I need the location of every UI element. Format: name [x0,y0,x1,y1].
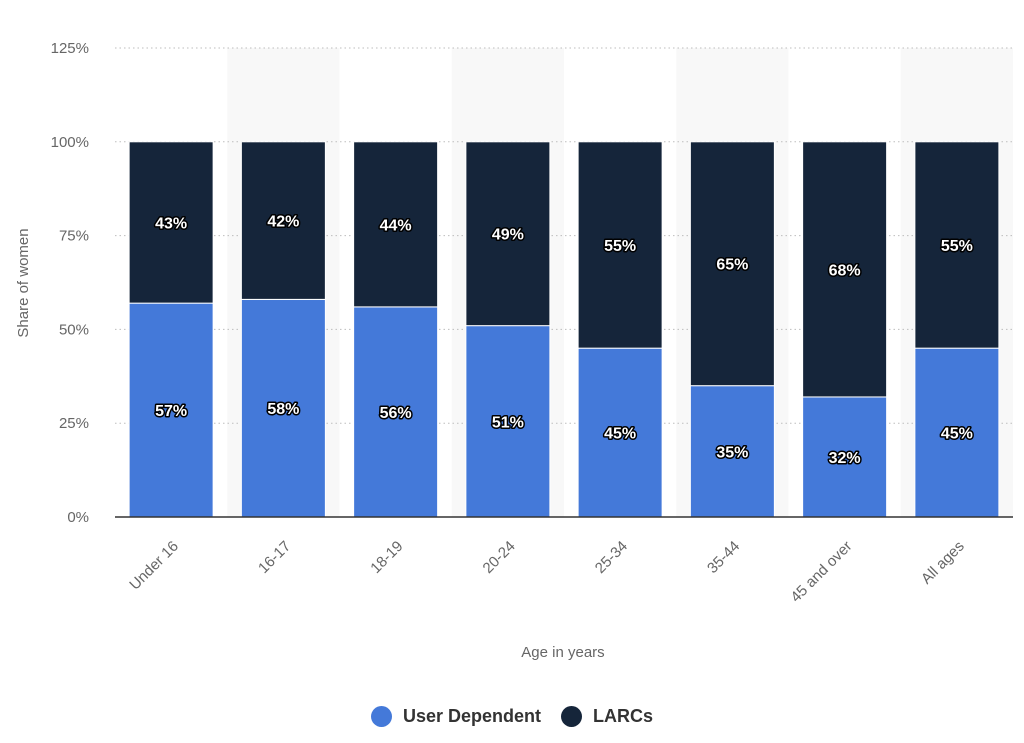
y-tick-label: 100% [51,134,89,151]
legend: User Dependent LARCs [0,702,1024,730]
data-label: 35% [716,444,748,461]
y-tick-label: 0% [67,509,89,526]
y-tick-label: 25% [59,415,89,432]
bar-larcs[interactable] [240,141,326,300]
x-axis-title: Age in years [521,644,604,661]
y-axis-title: Share of women [15,228,32,337]
bar-user-dependent[interactable] [353,306,439,518]
bar-larcs[interactable] [465,141,551,327]
bar-user-dependent[interactable] [128,302,214,518]
data-label: 49% [492,227,524,244]
x-category-label: 18-19 [367,538,406,577]
x-category-label: Under 16 [126,538,182,594]
data-label: 58% [267,401,299,418]
bars: 57% 43% 58% 42% 56% 44% 51% 49% 45% 55% 35% 65% 32% 6… [128,141,1000,518]
data-label: 43% [155,215,187,232]
data-label: 55% [604,238,636,255]
data-label: 68% [829,262,861,279]
legend-item-user-dependent[interactable]: User Dependent [370,705,542,727]
x-axis-categories: Under 16 16-17 18-19 20-24 25-34 35-44 45 and … [126,538,967,606]
bar-larcs[interactable] [128,141,214,304]
data-label: 44% [380,217,412,234]
data-label: 56% [380,405,412,422]
bar-user-dependent[interactable] [689,385,775,518]
bar-larcs[interactable] [689,141,775,387]
stacked-bar-chart: 0% 25% 50% 75% 100% 125% 57% 43% 58% 42% 56% 44% 51… [15,40,1013,661]
data-label: 42% [267,214,299,231]
bar-larcs[interactable] [353,141,439,308]
bar-larcs[interactable] [802,141,888,398]
bar-user-dependent[interactable] [577,347,663,518]
bar-larcs[interactable] [577,141,663,349]
data-label: 45% [941,426,973,443]
legend-label-user-dependent: User Dependent [402,705,542,726]
x-category-label: 45 and over [787,538,855,606]
data-label: 32% [829,450,861,467]
y-tick-label: 125% [51,40,89,57]
legend-swatch-larcs [561,705,583,727]
y-tick-label: 50% [59,321,89,338]
y-tick-label: 75% [59,228,89,245]
legend-label-larcs: LARCs [593,705,654,726]
x-category-label: All ages [918,538,968,588]
data-label: 51% [492,414,524,431]
bar-larcs[interactable] [914,141,1000,349]
data-label: 45% [604,426,636,443]
bar-user-dependent[interactable] [465,325,551,518]
x-category-label: 25-34 [592,538,631,577]
y-axis-ticks: 0% 25% 50% 75% 100% 125% [51,40,89,526]
x-category-label: 35-44 [704,538,743,577]
data-label: 57% [155,403,187,420]
bar-user-dependent[interactable] [802,396,888,518]
bar-user-dependent[interactable] [914,347,1000,518]
data-label: 65% [716,257,748,274]
legend-item-larcs[interactable]: LARCs [561,705,654,727]
x-category-label: 16-17 [255,538,294,577]
data-label: 55% [941,238,973,255]
bar-user-dependent[interactable] [240,298,326,518]
legend-swatch-user-dependent [370,705,392,727]
x-category-label: 20-24 [480,538,519,577]
